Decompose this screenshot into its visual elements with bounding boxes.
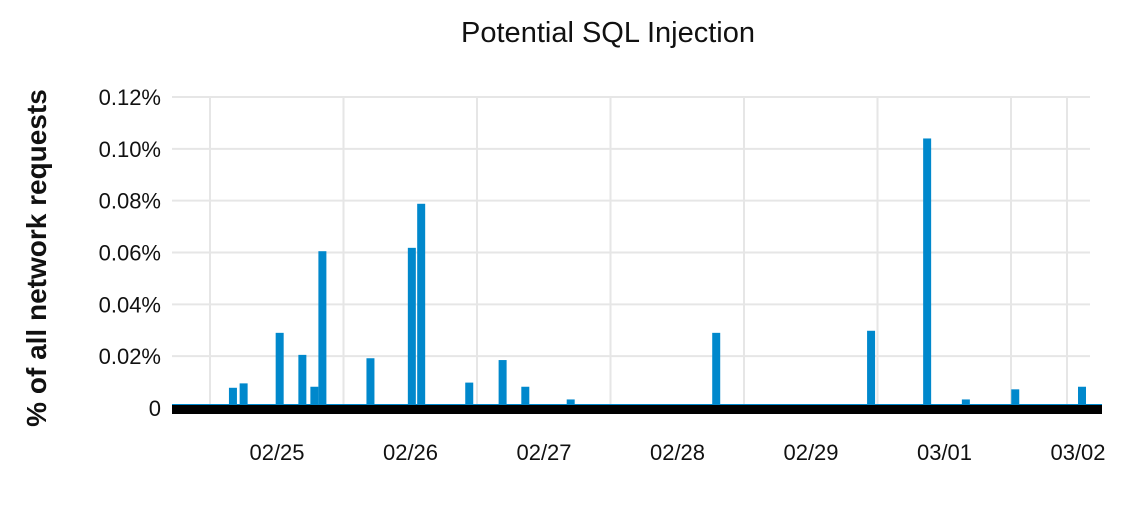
bar [310, 386, 319, 408]
bar [521, 386, 530, 408]
x-tick-label: 02/25 [249, 440, 304, 465]
bar [298, 354, 307, 408]
bar [465, 382, 474, 408]
x-tick-label: 02/27 [516, 440, 571, 465]
y-tick-label: 0.12% [99, 85, 161, 110]
x-tick-label: 03/02 [1050, 440, 1105, 465]
bar [275, 332, 284, 408]
bar [1078, 386, 1087, 408]
x-tick-label: 03/01 [917, 440, 972, 465]
bar [239, 383, 248, 408]
bar [366, 358, 375, 408]
y-tick-label: 0.08% [99, 189, 161, 214]
bar [1011, 389, 1020, 408]
y-tick-label: 0.06% [99, 241, 161, 266]
y-tick-label: 0.10% [99, 137, 161, 162]
y-axis-ticks: 0 0.02% 0.04% 0.06% 0.08% 0.10% 0.12% [99, 85, 161, 421]
y-tick-label: 0.02% [99, 344, 161, 369]
y-tick-label: 0 [149, 396, 161, 421]
bar [961, 399, 970, 408]
chart-title: Potential SQL Injection [461, 17, 755, 49]
grid-lines [172, 96, 1090, 408]
x-axis-ticks: 02/25 02/26 02/27 02/28 02/29 03/01 03/02 [249, 440, 1105, 465]
bar [407, 247, 416, 408]
bar [566, 399, 575, 408]
bar [867, 330, 876, 408]
x-tick-label: 02/26 [383, 440, 438, 465]
y-tick-label: 0.04% [99, 292, 161, 317]
bar [498, 360, 507, 408]
bar [923, 138, 932, 408]
bar-series [172, 138, 1102, 408]
bar [318, 251, 327, 408]
y-axis-label: % of all network requests [21, 89, 52, 427]
bar [417, 203, 426, 408]
x-axis-baseline [172, 405, 1102, 414]
bar [228, 387, 237, 408]
x-tick-label: 02/28 [650, 440, 705, 465]
bar [712, 332, 721, 408]
x-tick-label: 02/29 [783, 440, 838, 465]
